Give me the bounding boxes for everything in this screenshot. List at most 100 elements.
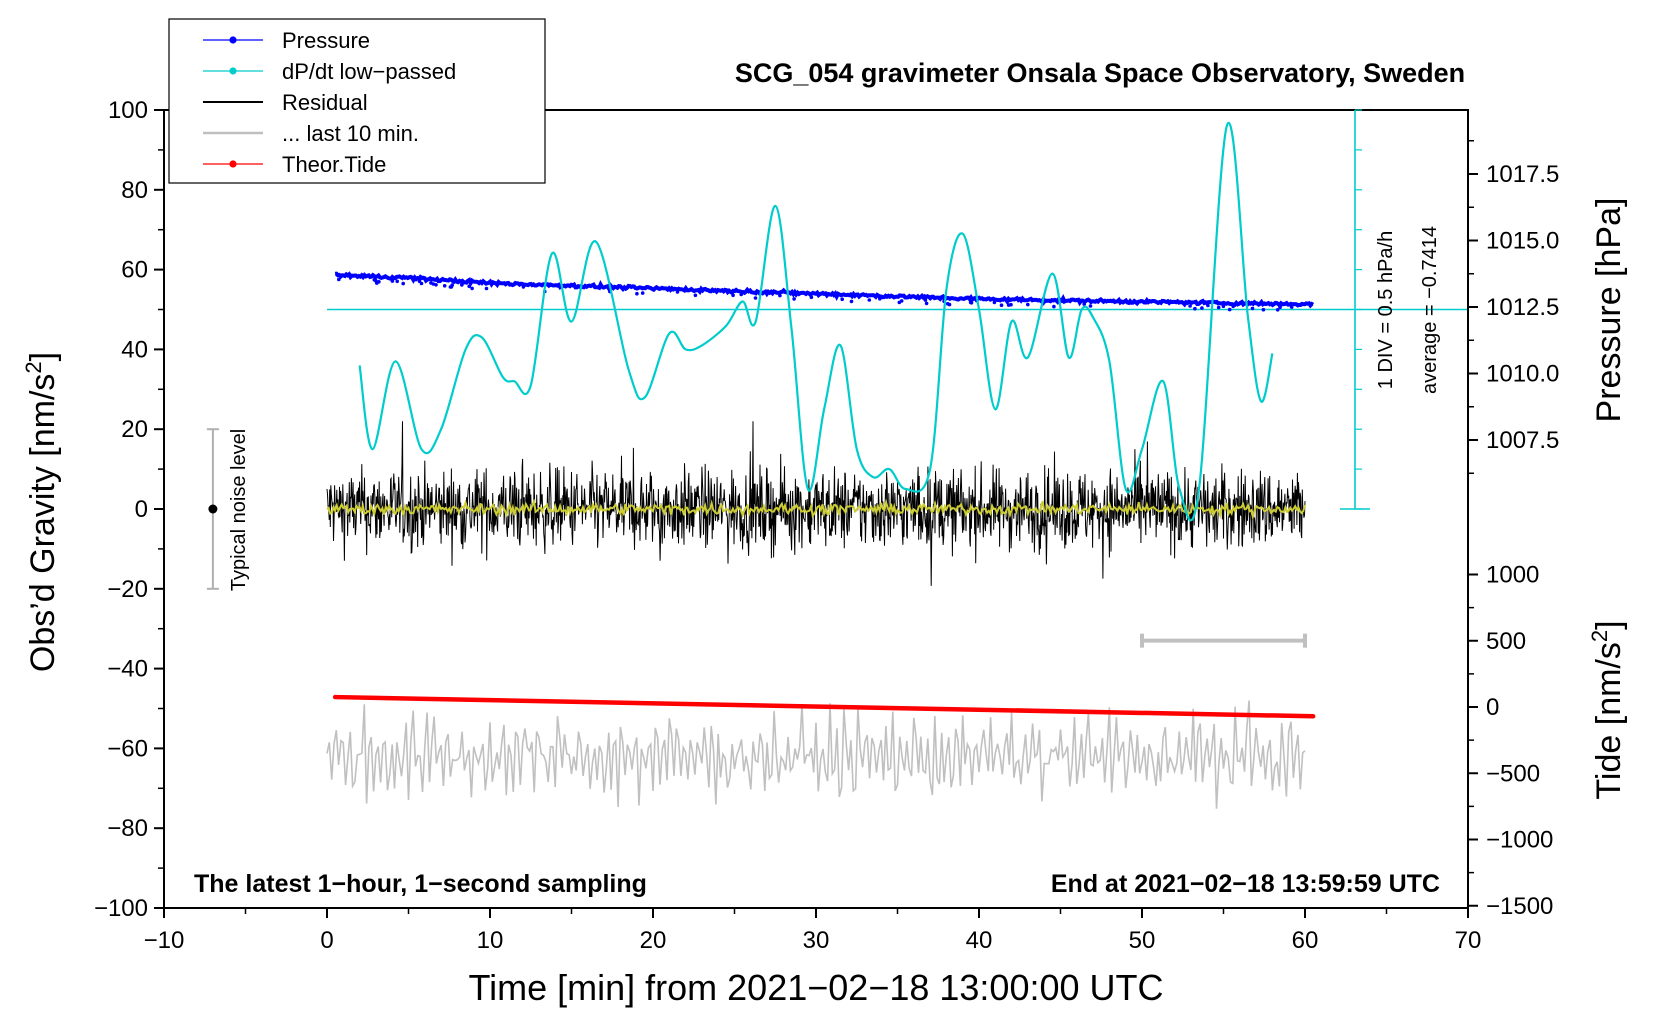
pressure-point	[867, 298, 872, 302]
pressure-point	[897, 300, 902, 305]
pressure-point	[739, 292, 743, 297]
y-tick-label: 0	[135, 496, 148, 523]
pressure-point	[778, 293, 782, 298]
tide-tick-label: 500	[1486, 628, 1526, 655]
pressure-tick-label: 1010.0	[1486, 361, 1559, 388]
left-axis-label-main: Obs’d Gravity [nm/s	[24, 374, 62, 673]
chart-title: SCG_054 gravimeter Onsala Space Observat…	[735, 58, 1465, 88]
y-tick-label: −60	[107, 735, 148, 762]
pressure-point	[1088, 304, 1093, 308]
dpdt-series	[358, 121, 1274, 522]
x-tick-label: 50	[1129, 927, 1156, 954]
pressure-point	[992, 300, 997, 305]
tide-series	[332, 694, 1316, 719]
legend-marker	[229, 36, 237, 44]
pressure-point	[401, 281, 406, 286]
legend-label: dP/dt low−passed	[282, 59, 456, 84]
residual-series	[326, 421, 1306, 586]
tide-tick-label: −1000	[1486, 827, 1553, 854]
pressure-point	[809, 295, 814, 300]
x-tick-label: 70	[1455, 927, 1482, 954]
left-axis-label-end: ]	[24, 352, 62, 361]
legend-label: Theor.Tide	[282, 152, 386, 177]
pressure-tick-label: 1017.5	[1486, 161, 1559, 188]
pressure-point	[792, 297, 796, 301]
tide-axis-label: Tide [nm/s2]	[1587, 620, 1628, 799]
pressure-point	[1250, 306, 1255, 311]
legend: Pressure dP/dt low−passed Residual ... last…	[168, 18, 546, 184]
pressure-point	[640, 291, 645, 295]
legend-label: Residual	[282, 90, 368, 115]
x-tick-label: 40	[966, 927, 993, 954]
x-tick-label: 0	[320, 927, 333, 954]
y-tick-label: −20	[107, 576, 148, 603]
legend-label: ... last 10 min.	[282, 121, 419, 146]
x-tick-label: 30	[803, 927, 830, 954]
pressure-point	[1221, 304, 1226, 309]
pressure-point	[1231, 304, 1235, 309]
y-tick-label: 100	[108, 97, 148, 124]
pressure-point	[484, 286, 489, 291]
x-tick-label: 20	[640, 927, 667, 954]
pressure-point	[470, 286, 474, 291]
pressure-point	[1289, 305, 1294, 309]
pressure-point	[924, 301, 929, 306]
pressure-point	[1188, 304, 1192, 308]
pressure-point	[390, 279, 395, 283]
pressure-point	[999, 303, 1004, 308]
pressure-point	[635, 291, 639, 296]
pressure-point	[521, 285, 526, 289]
pressure-tick-label: 1012.5	[1486, 294, 1559, 321]
x-axis-label: Time [min] from 2021−02−18 13:00:00 UTC	[468, 967, 1163, 1008]
pressure-point	[923, 298, 928, 302]
pressure-point	[1200, 306, 1204, 310]
noise-level-label: Typical noise level	[228, 429, 250, 591]
pressure-axis-label: Pressure [hPa]	[1590, 198, 1628, 423]
y-tick-label: 60	[121, 257, 148, 284]
x-tick-label: −10	[144, 927, 185, 954]
pressure-point	[1009, 302, 1013, 307]
pressure-point	[442, 284, 447, 288]
last-10-min-series	[326, 700, 1306, 809]
x-tick-label: 10	[477, 927, 504, 954]
tide-tick-label: 1000	[1486, 562, 1539, 589]
pressure-series	[334, 271, 1315, 309]
y-tick-label: 40	[121, 336, 148, 363]
legend-marker	[229, 160, 237, 168]
pressure-point	[1227, 307, 1232, 312]
pressure-point	[1052, 304, 1056, 309]
average-label: average = −0.7414	[1419, 226, 1441, 394]
x-tick-label: 60	[1292, 927, 1319, 954]
pressure-point	[1026, 302, 1030, 307]
y-tick-label: −40	[107, 656, 148, 683]
left-axis-label: Obs’d Gravity [nm/s2]	[21, 352, 62, 672]
y-tick-label: −80	[107, 815, 148, 842]
pressure-point	[1206, 303, 1210, 308]
tide-axis-label-sup: 2	[1587, 630, 1612, 642]
pressure-point	[375, 281, 379, 285]
pressure-point	[434, 283, 438, 287]
pressure-point	[1275, 308, 1280, 312]
pressure-point	[1216, 305, 1221, 310]
footer-right-text: End at 2021−02−18 13:59:59 UTC	[1051, 870, 1440, 898]
pressure-point	[417, 279, 422, 284]
y-tick-label: 80	[121, 177, 148, 204]
pressure-point	[878, 296, 882, 301]
pressure-point	[1278, 305, 1282, 310]
noise-dot	[208, 504, 218, 514]
pressure-point	[1261, 307, 1266, 312]
pressure-point	[675, 290, 680, 294]
tide-tick-label: −1500	[1486, 893, 1553, 920]
pressure-point	[1193, 306, 1197, 311]
pressure-point	[753, 296, 758, 300]
pressure-point	[849, 299, 854, 304]
pressure-point	[968, 300, 973, 305]
pressure-point	[395, 279, 400, 284]
tide-tick-label: −500	[1486, 760, 1540, 787]
tide-tick-label: 0	[1486, 694, 1499, 721]
plot-area	[326, 121, 1468, 809]
pressure-point	[431, 282, 436, 286]
y-tick-label: −100	[94, 895, 148, 922]
